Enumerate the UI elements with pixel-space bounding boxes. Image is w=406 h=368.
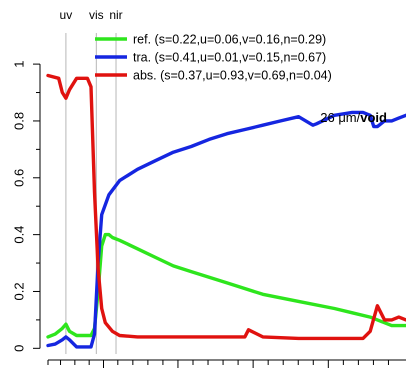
annotation-label: 26 μm/void bbox=[320, 110, 387, 125]
y-tick-label: 0.8 bbox=[12, 112, 27, 130]
series-line-abs bbox=[46, 73, 406, 341]
y-tick-label: 0.6 bbox=[12, 169, 27, 187]
annotation-bold: void bbox=[360, 110, 387, 125]
series-line-tra bbox=[46, 110, 406, 349]
y-tick-label: 0.4 bbox=[12, 226, 27, 244]
y-tick-label: 0 bbox=[12, 345, 27, 352]
y-tick-label: 0.2 bbox=[12, 282, 27, 300]
series-lines bbox=[46, 73, 406, 349]
region-label-nir: nir bbox=[109, 8, 122, 22]
legend-label-tra: tra. (s=0.41,u=0.01,v=0.15,n=0.67) bbox=[133, 51, 326, 65]
legend-label-abs: abs. (s=0.37,u=0.93,v=0.69,n=0.04) bbox=[133, 69, 332, 83]
series-line-ref bbox=[46, 232, 406, 339]
legend: ref. (s=0.22,u=0.06,v=0.16,n=0.29) tra. (… bbox=[95, 33, 332, 83]
y-tick-label: 1 bbox=[12, 60, 27, 67]
legend-label-ref: ref. (s=0.22,u=0.06,v=0.16,n=0.29) bbox=[133, 33, 326, 47]
region-label-uv: uv bbox=[60, 8, 73, 22]
region-label-vis: vis bbox=[89, 8, 104, 22]
annotation-prefix: 26 μm/ bbox=[320, 110, 360, 125]
axes: 0 0.2 0.4 0.6 0.8 1 bbox=[12, 60, 406, 368]
region-marker-labels: uv vis nir bbox=[60, 8, 123, 22]
